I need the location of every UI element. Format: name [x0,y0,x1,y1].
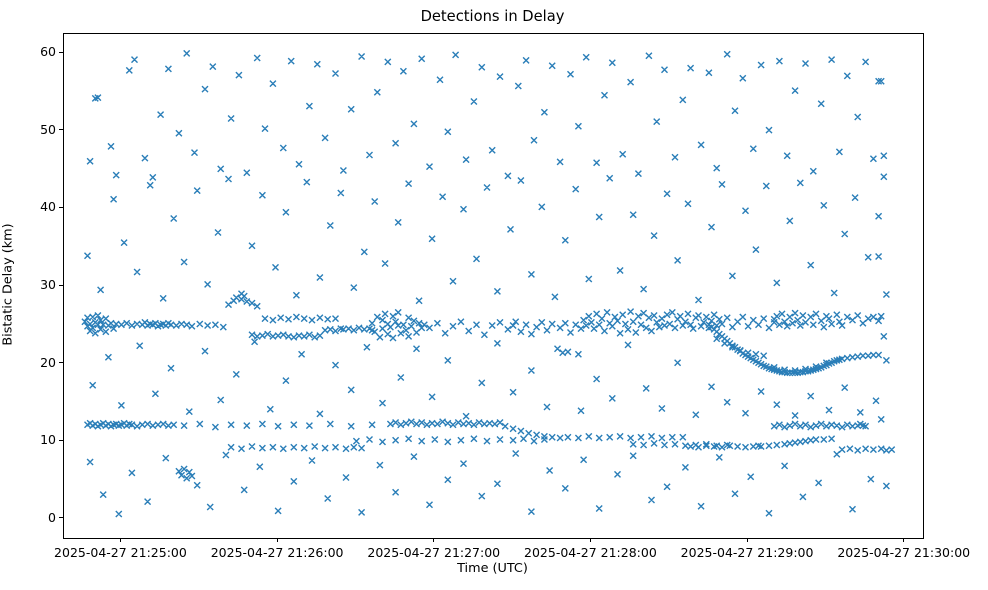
x-tick-label: 2025-04-27 21:27:00 [367,545,501,560]
y-axis-label: Bistatic Delay (km) [0,223,16,346]
y-tick-label: 40 [40,199,56,215]
scatter-canvas [81,49,896,518]
x-tick-label: 2025-04-27 21:29:00 [680,545,814,560]
y-tick-label: 50 [40,121,56,137]
y-tick-mark [59,362,63,364]
y-tick-mark [59,129,63,131]
x-tick-label: 2025-04-27 21:25:00 [54,545,187,560]
y-tick-mark [59,51,63,53]
y-tick-mark [59,439,63,441]
x-tick-label: 2025-04-27 21:28:00 [524,545,657,560]
x-tick-mark [746,538,748,542]
x-tick-mark [276,538,278,542]
x-tick-mark [903,538,905,542]
x-tick-label: 2025-04-27 21:26:00 [210,545,344,560]
y-tick-label: 10 [40,432,56,448]
y-tick-label: 30 [40,277,56,292]
plot-area [63,33,924,539]
y-tick-label: 60 [40,44,56,60]
x-tick-mark [433,538,435,542]
y-tick-mark [59,517,63,519]
y-tick-label: 20 [40,354,56,370]
y-tick-mark [59,284,63,286]
x-tick-mark [589,538,591,542]
x-tick-mark [119,538,121,542]
chart-title: Detections in Delay [420,8,565,25]
y-tick-mark [59,206,63,208]
x-axis-label: Time (UTC) [457,561,528,576]
y-tick-label: 0 [48,509,56,525]
scatter-points [81,49,896,518]
x-tick-label: 2025-04-27 21:30:00 [837,545,971,560]
